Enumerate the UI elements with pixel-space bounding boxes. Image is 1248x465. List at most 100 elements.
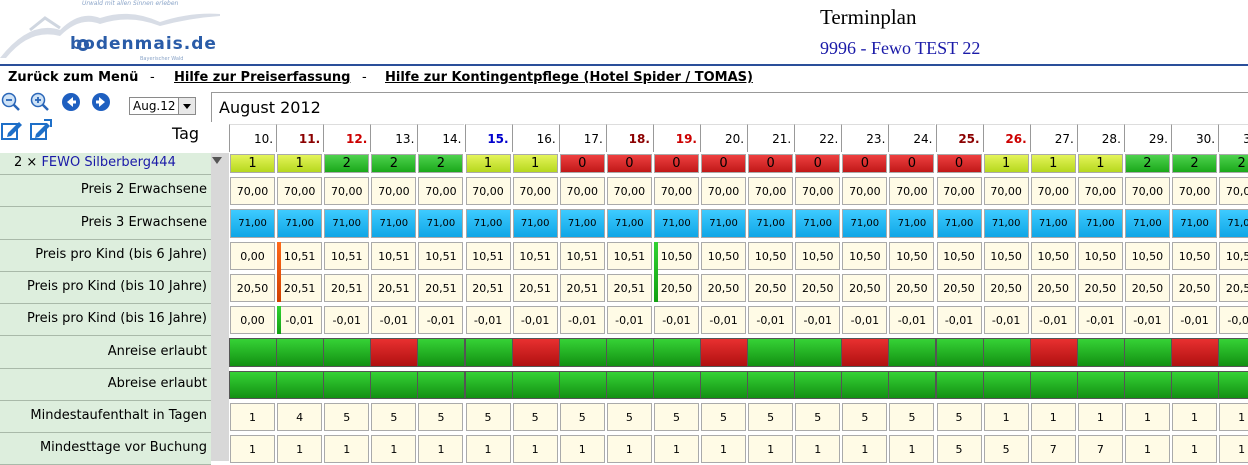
- value-cell[interactable]: 70,00: [795, 177, 841, 205]
- value-cell[interactable]: 71,00: [324, 209, 370, 238]
- permission-bar[interactable]: [935, 338, 984, 367]
- bodenmais-logo[interactable]: Urwald mit allen Sinnen erleben bodenmai…: [0, 0, 260, 64]
- permission-bar[interactable]: [1218, 338, 1248, 367]
- permission-bar[interactable]: [747, 338, 796, 367]
- value-cell[interactable]: 7: [1077, 435, 1123, 463]
- value-cell[interactable]: 20,50: [230, 274, 276, 302]
- value-cell[interactable]: 20,51: [277, 274, 323, 302]
- value-cell[interactable]: 71,00: [653, 209, 699, 238]
- edit-export-icon[interactable]: [30, 119, 52, 141]
- value-cell[interactable]: 70,00: [701, 177, 747, 205]
- value-cell[interactable]: 70,00: [230, 177, 276, 205]
- value-cell[interactable]: 1: [559, 435, 605, 463]
- permission-bar[interactable]: [1076, 338, 1125, 367]
- permission-bar[interactable]: [888, 371, 937, 399]
- value-cell[interactable]: 10,50: [1030, 242, 1076, 270]
- availability-cell[interactable]: 2: [1124, 154, 1170, 173]
- value-cell[interactable]: -0,01: [1219, 306, 1248, 334]
- value-cell[interactable]: 20,51: [606, 274, 652, 302]
- value-cell[interactable]: 70,00: [1124, 177, 1170, 205]
- value-cell[interactable]: -0,01: [936, 306, 982, 334]
- permission-bar[interactable]: [370, 338, 419, 367]
- value-cell[interactable]: 70,00: [1030, 177, 1076, 205]
- value-cell[interactable]: 71,00: [371, 209, 417, 238]
- value-cell[interactable]: 71,00: [701, 209, 747, 238]
- value-cell[interactable]: 10,50: [889, 242, 935, 270]
- value-cell[interactable]: 10,51: [559, 242, 605, 270]
- permission-bar[interactable]: [1218, 371, 1248, 399]
- value-cell[interactable]: 20,50: [795, 274, 841, 302]
- permission-bar[interactable]: [1171, 338, 1220, 367]
- value-cell[interactable]: 4: [277, 403, 323, 431]
- value-cell[interactable]: 70,00: [983, 177, 1029, 205]
- value-cell[interactable]: 70,00: [1077, 177, 1123, 205]
- value-cell[interactable]: 1: [512, 435, 558, 463]
- value-cell[interactable]: 71,00: [1124, 209, 1170, 238]
- value-cell[interactable]: 5: [748, 403, 794, 431]
- value-cell[interactable]: -0,01: [1077, 306, 1123, 334]
- value-cell[interactable]: 70,00: [606, 177, 652, 205]
- value-cell[interactable]: 20,50: [842, 274, 888, 302]
- value-cell[interactable]: 70,00: [418, 177, 464, 205]
- value-cell[interactable]: -0,01: [418, 306, 464, 334]
- value-cell[interactable]: 5: [795, 403, 841, 431]
- value-cell[interactable]: 70,00: [889, 177, 935, 205]
- value-cell[interactable]: -0,01: [983, 306, 1029, 334]
- permission-bar[interactable]: [605, 338, 654, 367]
- value-cell[interactable]: 10,50: [1124, 242, 1170, 270]
- value-cell[interactable]: 1: [324, 435, 370, 463]
- value-cell[interactable]: 1: [277, 435, 323, 463]
- value-cell[interactable]: -0,01: [277, 306, 323, 334]
- value-cell[interactable]: 70,00: [371, 177, 417, 205]
- value-cell[interactable]: -0,01: [324, 306, 370, 334]
- value-cell[interactable]: 1: [701, 435, 747, 463]
- value-cell[interactable]: 1: [1219, 435, 1248, 463]
- permission-bar[interactable]: [229, 338, 278, 367]
- value-cell[interactable]: 1: [795, 435, 841, 463]
- availability-cell[interactable]: 1: [983, 154, 1029, 173]
- availability-cell[interactable]: 0: [701, 154, 747, 173]
- availability-cell[interactable]: 0: [653, 154, 699, 173]
- availability-cell[interactable]: 0: [795, 154, 841, 173]
- permission-bar[interactable]: [229, 371, 278, 399]
- value-cell[interactable]: 1: [230, 435, 276, 463]
- value-cell[interactable]: -0,01: [889, 306, 935, 334]
- value-cell[interactable]: 1: [1030, 403, 1076, 431]
- value-cell[interactable]: 5: [606, 403, 652, 431]
- arrow-right-icon[interactable]: [91, 92, 111, 112]
- value-cell[interactable]: 20,50: [1219, 274, 1248, 302]
- value-cell[interactable]: 10,51: [418, 242, 464, 270]
- permission-bar[interactable]: [700, 338, 749, 367]
- permission-bar[interactable]: [1171, 371, 1220, 399]
- value-cell[interactable]: 1: [889, 435, 935, 463]
- permission-bar[interactable]: [1029, 338, 1078, 367]
- edit-icon[interactable]: [1, 119, 23, 141]
- availability-cell[interactable]: 1: [230, 154, 276, 173]
- month-select[interactable]: Aug.12: [129, 97, 196, 115]
- value-cell[interactable]: 5: [324, 403, 370, 431]
- value-cell[interactable]: 70,00: [512, 177, 558, 205]
- value-cell[interactable]: 70,00: [559, 177, 605, 205]
- value-cell[interactable]: 1: [1172, 435, 1218, 463]
- availability-cell[interactable]: 2: [418, 154, 464, 173]
- permission-bar[interactable]: [1123, 338, 1172, 367]
- value-cell[interactable]: 71,00: [1172, 209, 1218, 238]
- value-cell[interactable]: 20,51: [418, 274, 464, 302]
- value-cell[interactable]: 71,00: [465, 209, 511, 238]
- value-cell[interactable]: 10,50: [1219, 242, 1248, 270]
- value-cell[interactable]: 10,51: [324, 242, 370, 270]
- value-cell[interactable]: -0,01: [465, 306, 511, 334]
- permission-bar[interactable]: [417, 371, 466, 399]
- value-cell[interactable]: -0,01: [371, 306, 417, 334]
- permission-bar[interactable]: [1123, 371, 1172, 399]
- zoom-in-icon[interactable]: [30, 92, 50, 112]
- chevron-down-icon[interactable]: [178, 98, 195, 114]
- permission-bar[interactable]: [794, 371, 843, 399]
- value-cell[interactable]: 71,00: [983, 209, 1029, 238]
- value-cell[interactable]: 71,00: [795, 209, 841, 238]
- value-cell[interactable]: 1: [1219, 403, 1248, 431]
- value-cell[interactable]: 70,00: [748, 177, 794, 205]
- availability-cell[interactable]: 1: [1077, 154, 1123, 173]
- availability-cell[interactable]: 0: [936, 154, 982, 173]
- permission-bar[interactable]: [417, 338, 466, 367]
